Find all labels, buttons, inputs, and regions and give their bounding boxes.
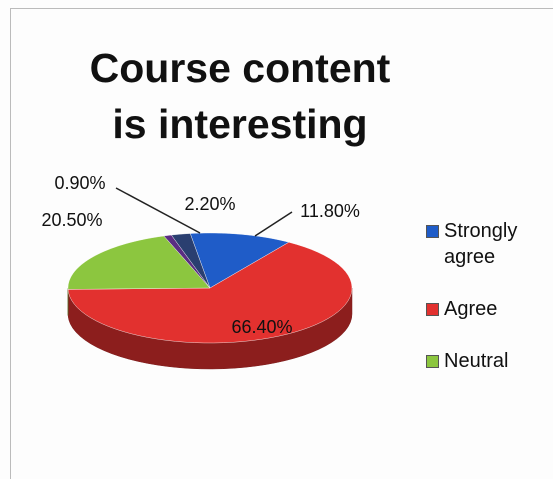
legend-swatch bbox=[426, 225, 439, 238]
legend-label: Strongly agree bbox=[444, 220, 518, 268]
chart-frame bbox=[10, 8, 553, 479]
data-label: 20.50% bbox=[41, 210, 102, 230]
data-label: 2.20% bbox=[184, 194, 235, 214]
data-label: 66.40% bbox=[231, 317, 292, 337]
slice bbox=[163, 234, 211, 289]
pie-slices bbox=[67, 232, 353, 344]
data-label: 11.80% bbox=[300, 201, 360, 221]
slice bbox=[67, 242, 353, 344]
slice bbox=[171, 233, 211, 289]
legend-swatch bbox=[426, 303, 439, 316]
legend-swatch bbox=[426, 355, 439, 368]
leader-line bbox=[254, 211, 293, 237]
slice bbox=[189, 232, 290, 289]
leader-line bbox=[115, 187, 201, 234]
data-label: 0.90% bbox=[54, 173, 105, 193]
slice bbox=[67, 235, 211, 290]
chart-title: Course content is interesting bbox=[89, 45, 391, 147]
legend-label: Neutral bbox=[444, 350, 509, 372]
legend-label: Agree bbox=[444, 298, 498, 320]
